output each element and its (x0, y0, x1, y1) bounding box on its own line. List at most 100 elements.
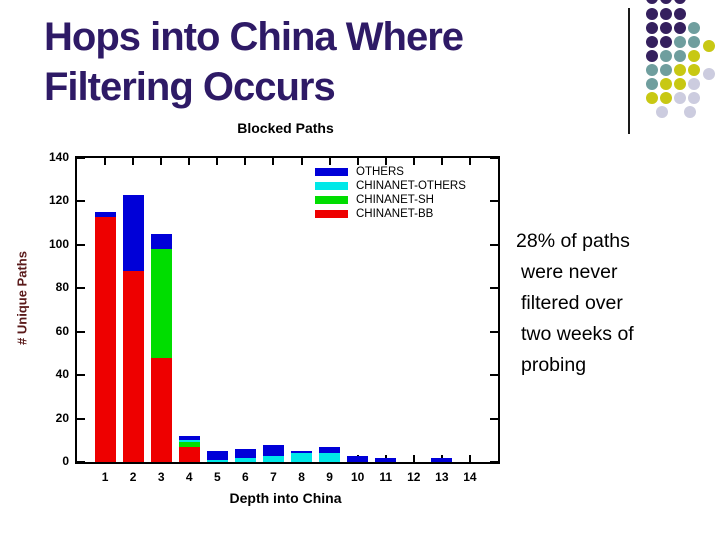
legend-row: OTHERS (315, 165, 466, 179)
decoration-dot (688, 36, 700, 48)
decoration-dot (646, 8, 658, 20)
legend-label: CHINANET-OTHERS (356, 180, 466, 192)
x-axis-tick (328, 158, 331, 165)
y-axis-tick (77, 374, 85, 377)
decoration-dot (674, 78, 686, 90)
x-axis-tick (300, 158, 303, 165)
bar (319, 446, 341, 462)
slide-title: Hops into China Where Filtering Occurs (44, 12, 464, 112)
bar-segment-chinanet-sh (178, 442, 200, 447)
y-axis-tick (490, 287, 498, 290)
x-tick-label: 12 (407, 470, 421, 484)
x-axis-tick (188, 158, 191, 165)
x-tick-label: 2 (129, 470, 137, 484)
y-tick-label: 100 (48, 236, 69, 251)
decoration-dot (674, 36, 686, 48)
bar-segment-others (234, 449, 256, 458)
y-tick-label: 20 (55, 410, 69, 425)
y-axis-tick (77, 330, 85, 333)
legend-row: CHINANET-BB (315, 207, 466, 221)
annotation-line: probing (521, 354, 587, 376)
decoration-dot (674, 0, 686, 4)
decoration-vertical-line (628, 8, 630, 134)
decoration-dot (703, 40, 715, 52)
chart-legend: OTHERS CHINANET-OTHERS CHINANET-SH CHINANET… (315, 165, 466, 221)
x-tick-label: 1 (101, 470, 109, 484)
y-axis-tick (490, 330, 498, 333)
bar-segment-others (122, 194, 144, 271)
legend-swatch-others (315, 168, 348, 176)
bar-segment-others (319, 446, 341, 454)
bar (234, 449, 256, 462)
decoration-dot (646, 92, 658, 104)
bar (150, 234, 172, 462)
legend-label: CHINANET-BB (356, 208, 434, 220)
y-axis-tick (77, 461, 85, 463)
y-tick-label: 140 (48, 150, 69, 164)
annotation-line: filtered over (521, 292, 623, 314)
x-tick-label: 11 (379, 470, 393, 484)
decoration-dot (703, 68, 715, 80)
bar-segment-chinanet-bb (150, 357, 172, 462)
legend-swatch-chinanet-others (315, 182, 348, 190)
decoration-dot (646, 78, 658, 90)
x-axis-tick (216, 158, 219, 165)
bar (375, 457, 397, 462)
legend-label: OTHERS (356, 166, 404, 178)
x-tick-label: 6 (242, 470, 249, 484)
bar (122, 194, 144, 462)
chart-title: Blocked Paths (237, 120, 334, 136)
bar-segment-others (291, 451, 313, 454)
y-axis-tick (490, 461, 498, 463)
x-tick-label: 10 (350, 470, 365, 484)
decoration-dot (674, 8, 686, 20)
decoration-dot (688, 50, 700, 62)
y-axis-tick (77, 200, 85, 203)
bar-segment-others (94, 212, 116, 217)
y-tick-label: 120 (48, 193, 69, 208)
y-axis-tick (77, 243, 85, 246)
y-axis-tick (490, 243, 498, 246)
bar (347, 455, 369, 462)
decoration-dot (674, 92, 686, 104)
decoration-dot (646, 0, 658, 4)
x-tick-label: 5 (213, 470, 221, 484)
x-axis-tick (412, 455, 415, 462)
x-axis-tick (132, 158, 135, 165)
y-axis-tick (490, 157, 498, 159)
x-axis-tick (272, 158, 275, 165)
y-axis-tick (490, 417, 498, 420)
decoration-dot (674, 50, 686, 62)
legend-row: CHINANET-OTHERS (315, 179, 466, 193)
bar-segment-chinanet-others (178, 440, 200, 443)
annotation-line: 28% of paths (516, 230, 630, 252)
x-axis-tick (104, 158, 107, 165)
bar-segment-others (206, 451, 228, 460)
legend-swatch-chinanet-bb (315, 210, 348, 218)
decoration-dot (660, 0, 672, 4)
y-axis-tick (490, 374, 498, 377)
decoration-dot (688, 78, 700, 90)
bar-segment-others (431, 457, 453, 462)
bar (94, 212, 116, 462)
bar (178, 436, 200, 462)
decoration-dot (684, 106, 696, 118)
plot-area: 0 20 40 60 80 100 120 140 1 2 3 4 5 6 7 8 9 10 11 12 13 14 OTH… (49, 150, 500, 484)
x-axis-label: Depth into China (229, 490, 342, 506)
x-axis-tick (356, 158, 359, 165)
x-axis-tick (468, 158, 471, 165)
y-tick-label: 80 (55, 280, 69, 295)
bar-segment-chinanet-others (319, 453, 341, 462)
legend-row: CHINANET-SH (315, 193, 466, 207)
x-axis-tick (160, 158, 163, 165)
bar (206, 451, 228, 462)
decoration-dot (688, 92, 700, 104)
bar-segment-chinanet-sh (150, 249, 172, 358)
y-tick-label: 60 (55, 323, 69, 338)
decoration-dot (688, 22, 700, 34)
x-tick-label: 14 (463, 470, 477, 484)
x-tick-label: 7 (270, 470, 277, 484)
bar-segment-chinanet-bb (122, 270, 144, 462)
bar-segment-others (150, 234, 172, 250)
